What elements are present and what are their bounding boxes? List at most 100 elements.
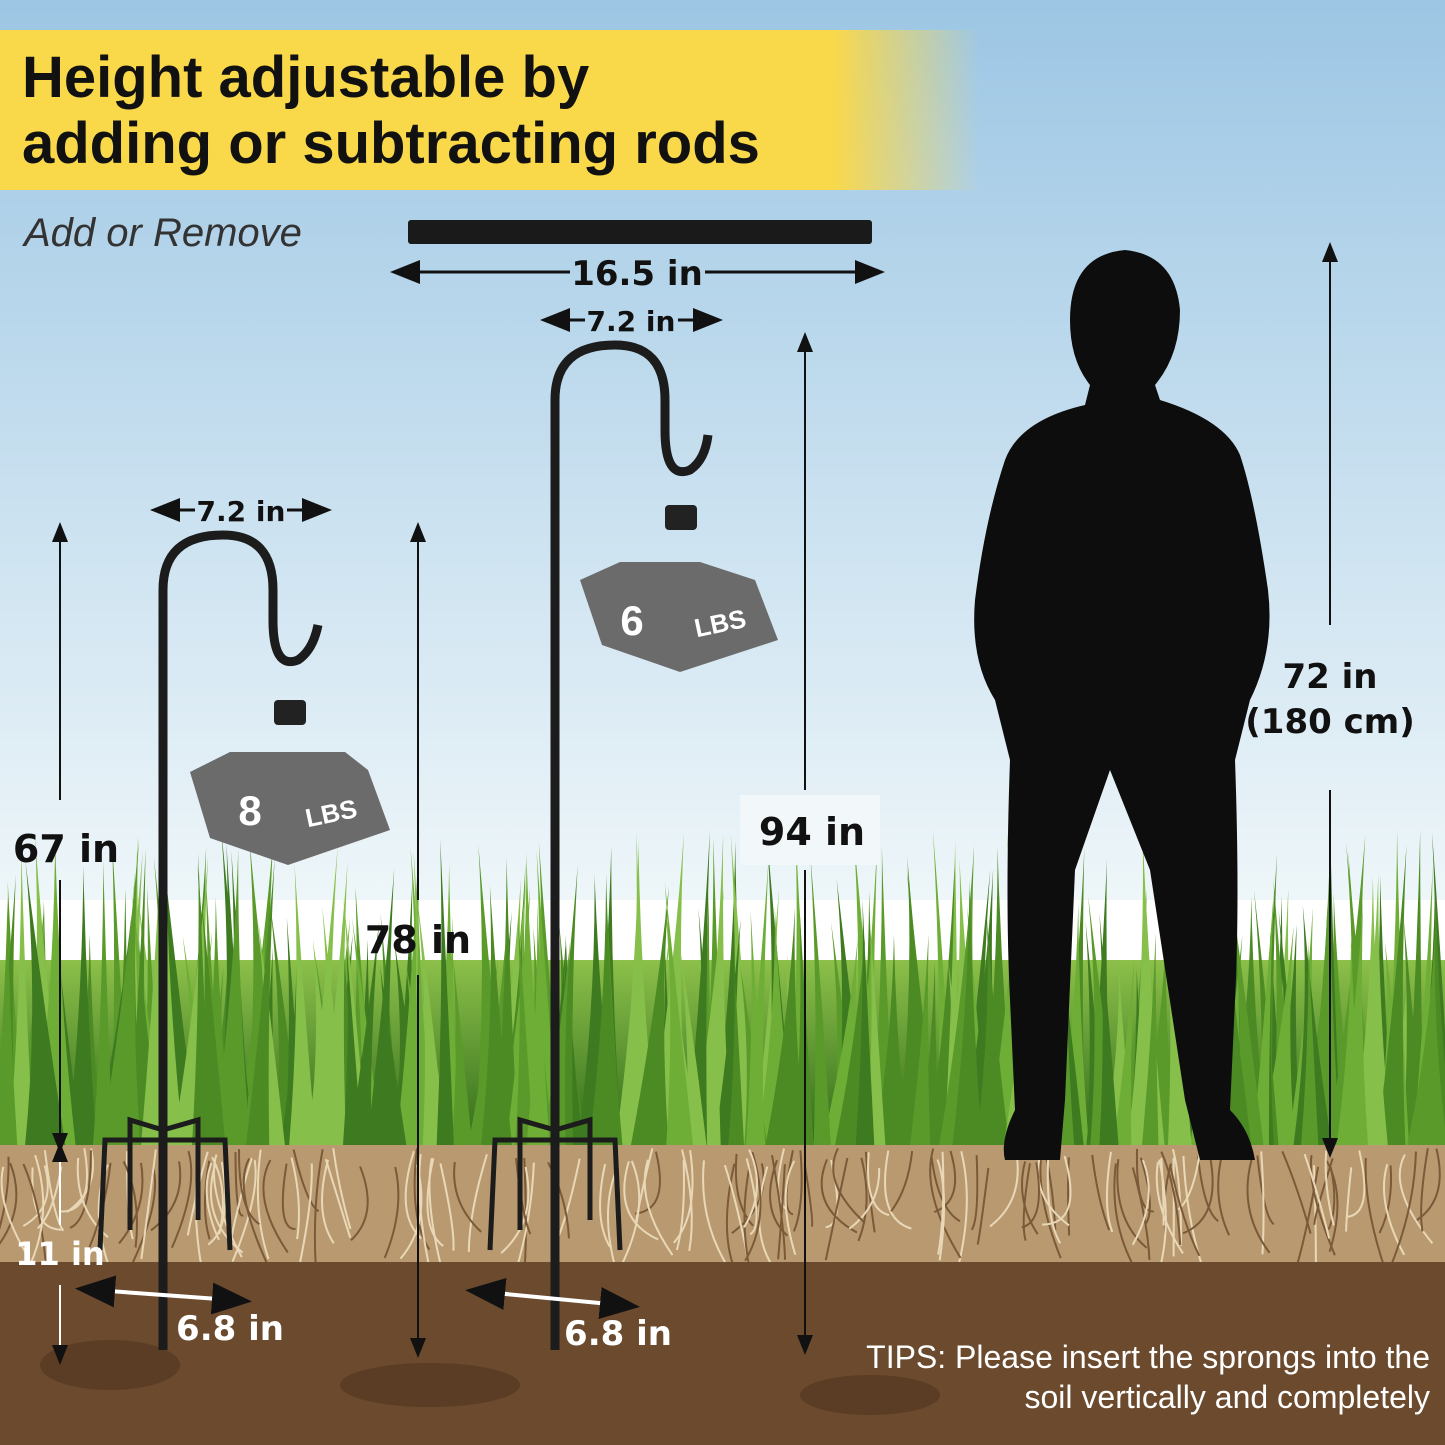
roots-texture (0, 1147, 1441, 1281)
title-banner (0, 30, 980, 190)
short-hook-width-label: 7.2 in (197, 495, 286, 528)
grass-blade (664, 881, 694, 1150)
root-strand (22, 1165, 49, 1227)
tall-hook-hanger (665, 505, 697, 530)
root-strand (933, 1150, 957, 1214)
prong-depth-label: 11 in (15, 1235, 104, 1273)
root-strand (150, 1161, 182, 1232)
grass-blade (451, 958, 473, 1150)
root-strand (634, 1151, 661, 1215)
short-weight-value: 8 (238, 787, 261, 834)
root-strand (599, 1163, 611, 1248)
root-strand (777, 1164, 786, 1260)
tips-line-2: soil vertically and completely (1025, 1379, 1431, 1415)
root-strand (313, 1149, 324, 1266)
root-strand (857, 1157, 868, 1242)
root-strand (1303, 1153, 1331, 1239)
root-strand (238, 1149, 260, 1226)
title-line-2: adding or subtracting rods (22, 111, 760, 176)
root-strand (1021, 1162, 1040, 1229)
root-strand (1105, 1151, 1114, 1233)
root-strand (1067, 1157, 1071, 1236)
grass-blade (744, 861, 769, 1150)
rod-length-label: 16.5 in (571, 254, 703, 294)
grass-blade (1230, 890, 1265, 1150)
root-strand (867, 1152, 890, 1217)
root-strand (884, 1150, 912, 1230)
root-strand (745, 1158, 758, 1236)
grass-blade (686, 831, 710, 1150)
root-strand (1388, 1151, 1417, 1270)
root-strand (1246, 1153, 1271, 1254)
grass-blade (764, 907, 807, 1150)
root-strand (1197, 1156, 1219, 1222)
root-strand (623, 1161, 659, 1241)
grass-blade (691, 887, 725, 1150)
grass-blade (436, 839, 455, 1150)
tall-prong-width-arrow (465, 1277, 640, 1320)
grass-blade (951, 879, 983, 1150)
root-strand (848, 1167, 881, 1230)
root-strand (1281, 1151, 1312, 1234)
root-strand (171, 1150, 193, 1249)
root-strand (1046, 1153, 1062, 1244)
root-strand (832, 1147, 866, 1224)
root-strand (1022, 1163, 1031, 1241)
subtitle: Add or Remove (22, 211, 302, 255)
root-strand (404, 1150, 423, 1240)
grass-blade (92, 861, 113, 1150)
root-strand (231, 1160, 257, 1263)
root-strand (989, 1158, 1019, 1228)
grass-blade (873, 934, 909, 1150)
root-strand (681, 1149, 693, 1252)
tall-hook-weight (580, 562, 778, 672)
root-strand (1160, 1151, 1182, 1245)
root-strand (43, 1150, 65, 1232)
grass-blade (1305, 846, 1342, 1150)
grass-blade (1292, 905, 1333, 1150)
root-strand (332, 1148, 352, 1230)
root-strand (0, 1162, 18, 1245)
soil-stone (800, 1375, 940, 1415)
tall-weight-value: 6 (620, 597, 643, 644)
grass-blade (24, 861, 67, 1150)
grass-blade (1406, 934, 1445, 1150)
root-strand (621, 1160, 641, 1265)
grass-blade (342, 942, 363, 1150)
root-strand (140, 1149, 157, 1260)
root-strand (290, 1157, 300, 1240)
root-strand (743, 1149, 758, 1228)
person-height-in: 72 in (1282, 657, 1377, 697)
soil-stone (340, 1363, 520, 1407)
root-strand (321, 1159, 335, 1244)
short-prong-width-arrow (75, 1275, 252, 1315)
root-strand (1309, 1155, 1336, 1256)
root-strand (1420, 1148, 1429, 1232)
root-strand (976, 1167, 990, 1245)
root-strand (784, 1160, 797, 1256)
root-strand (1398, 1154, 1434, 1245)
tall-hook-width-label: 7.2 in (587, 305, 676, 338)
root-strand (122, 1160, 138, 1248)
short-prong-width-label: 6.8 in (176, 1309, 284, 1349)
root-strand (211, 1156, 224, 1235)
grass-blade (909, 934, 931, 1150)
root-strand (1256, 1155, 1275, 1226)
grass-blade (1274, 924, 1301, 1150)
grass-blade (1335, 901, 1369, 1150)
root-strand (439, 1163, 455, 1251)
grass-blade (542, 941, 571, 1150)
soil-stone (40, 1340, 180, 1390)
grass-blade (0, 897, 18, 1150)
label-background (740, 795, 880, 865)
root-strand (1345, 1167, 1353, 1232)
root-strand (1378, 1165, 1393, 1234)
root-strand (418, 1153, 432, 1272)
root-strand (205, 1162, 220, 1241)
root-strand (930, 1157, 961, 1223)
grass-blade (191, 852, 211, 1150)
root-strand (1171, 1148, 1182, 1246)
root-strand (256, 1149, 270, 1260)
person-height-cm: (180 cm) (1245, 702, 1414, 742)
